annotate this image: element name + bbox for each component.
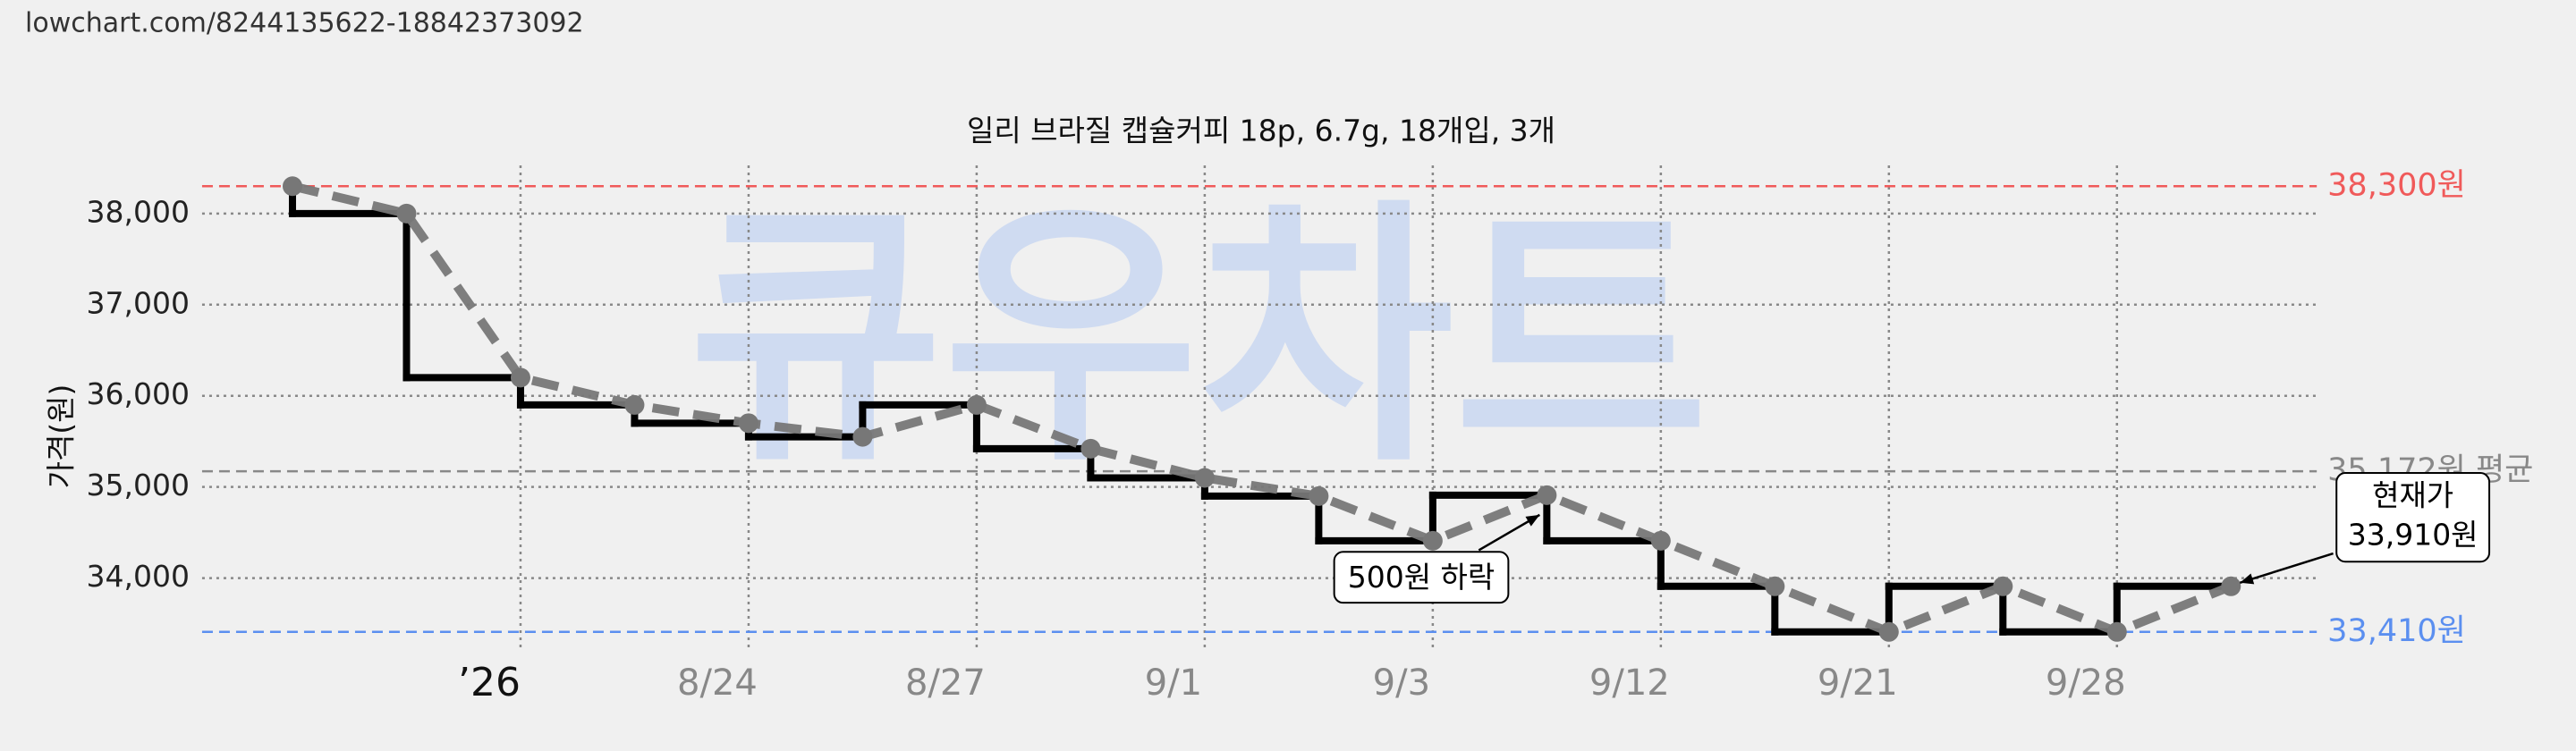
- point-marker: [1194, 468, 1215, 488]
- x-tick-label: ’26: [458, 660, 521, 705]
- chart-title: 일리 브라질 캡슐커피 18p, 6.7g, 18개입, 3개: [967, 114, 1555, 148]
- point-marker: [1309, 485, 1329, 506]
- reference-label: 38,300원: [2327, 167, 2466, 203]
- y-axis-label: 가격(원): [44, 384, 79, 489]
- point-marker: [510, 367, 530, 388]
- point-marker: [282, 176, 302, 197]
- x-tick-label: 8/27: [905, 662, 986, 704]
- point-marker: [1422, 530, 1443, 551]
- y-tick-label: 37,000: [86, 285, 189, 320]
- x-tick-label: 9/28: [2046, 662, 2126, 704]
- point-marker: [1650, 530, 1671, 551]
- point-marker: [2106, 621, 2127, 642]
- point-marker: [738, 413, 758, 434]
- point-marker: [852, 426, 873, 447]
- y-tick-label: 34,000: [86, 559, 189, 594]
- point-marker: [624, 394, 645, 415]
- arrow-head: [1525, 514, 1540, 527]
- y-tick-label: 35,000: [86, 468, 189, 502]
- x-tick-label: 9/21: [1818, 662, 1898, 704]
- page-url: lowchart.com/8244135622-18842373092: [25, 8, 584, 39]
- point-marker: [1993, 576, 2013, 596]
- point-marker: [1878, 621, 1899, 642]
- arrow-head: [2240, 573, 2255, 585]
- annotation-text: 현재가: [2372, 478, 2453, 513]
- x-tick-label: 8/24: [677, 662, 758, 704]
- annotation-text: 33,910원: [2348, 518, 2479, 553]
- annotation-box: [2335, 472, 2491, 563]
- point-marker: [2221, 576, 2241, 596]
- y-tick-label: 36,000: [86, 376, 189, 411]
- trend-line: [291, 181, 2233, 637]
- x-tick-label: 9/12: [1589, 662, 1670, 704]
- point-marker: [1765, 576, 1785, 596]
- point-marker: [1537, 485, 1557, 505]
- x-tick-label: 9/3: [1373, 662, 1430, 704]
- watermark: 큐우차트: [689, 177, 1709, 500]
- reference-label: 33,410원: [2327, 613, 2466, 649]
- point-marker: [396, 203, 417, 224]
- y-tick-label: 38,000: [86, 194, 189, 229]
- point-marker: [966, 394, 987, 415]
- annotation-box: [1333, 551, 1510, 604]
- point-marker: [1080, 438, 1101, 459]
- annotation-arrow: [2239, 552, 2334, 584]
- x-tick-label: 9/1: [1145, 662, 1202, 704]
- annotation-text: 500원 하락: [1348, 560, 1496, 595]
